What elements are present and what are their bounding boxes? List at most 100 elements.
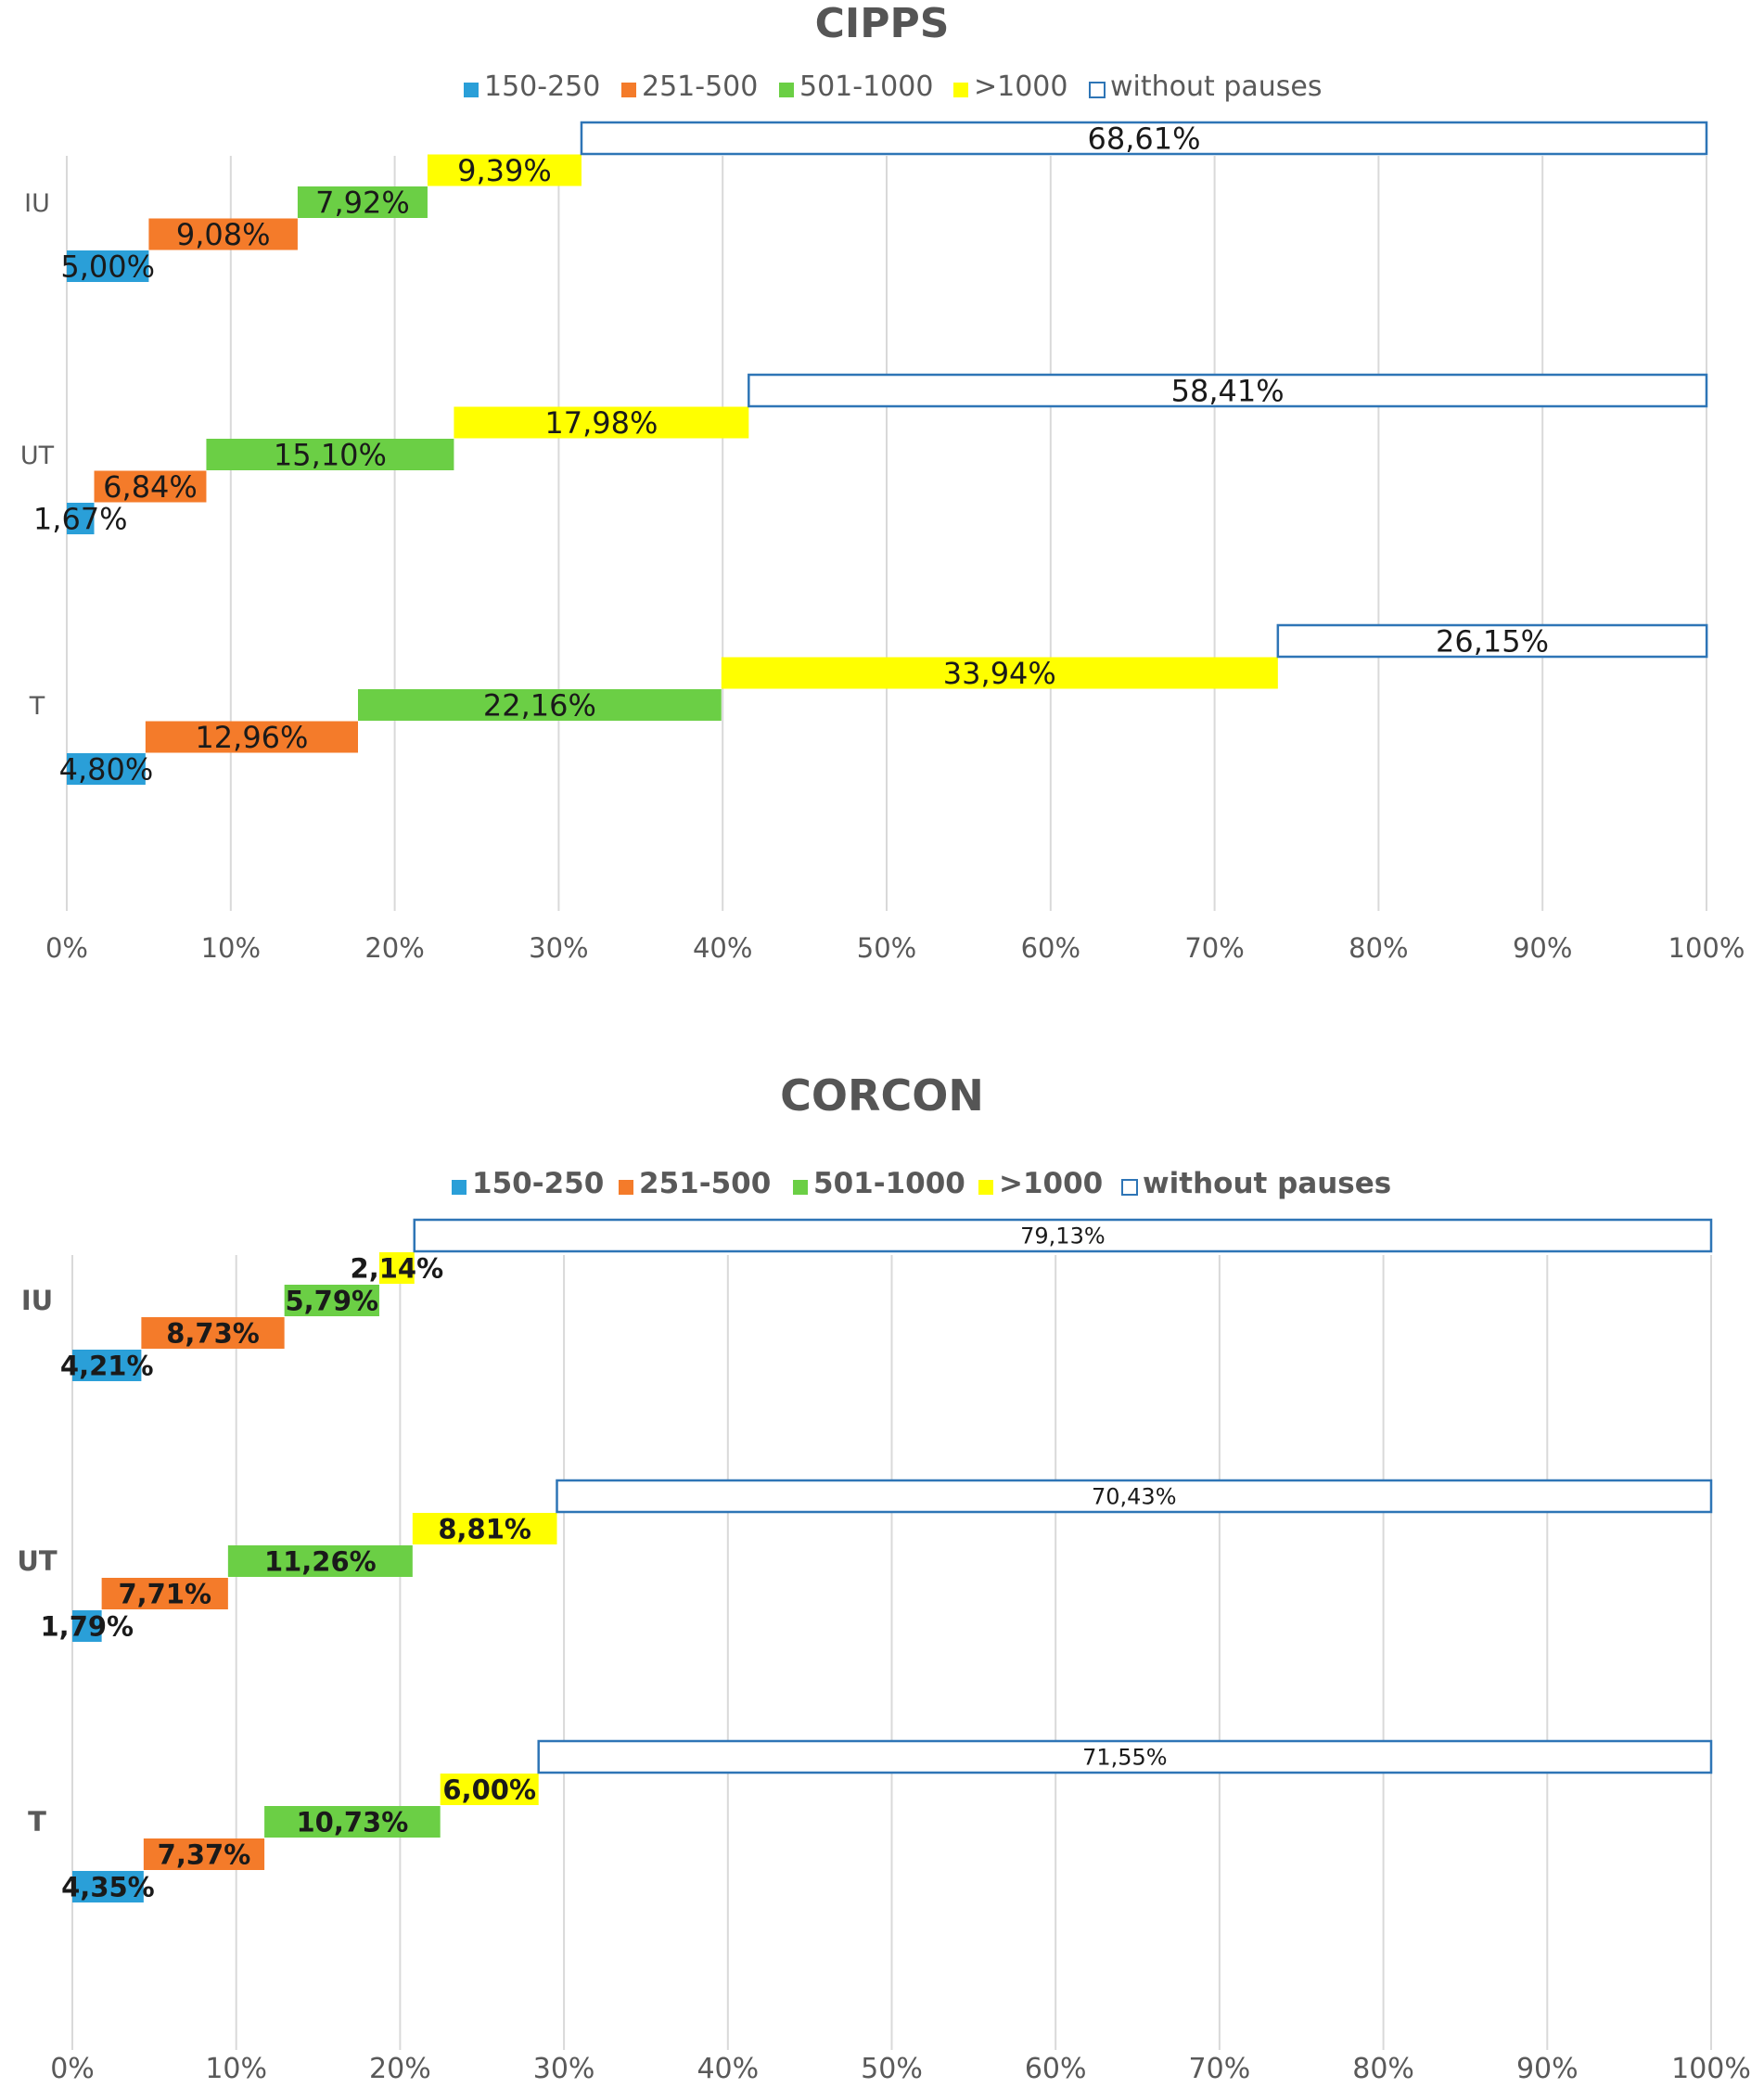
bar-segment (148, 218, 298, 250)
legend-label: 150-250 (484, 70, 600, 103)
legend-label: 150-250 (472, 1167, 604, 1200)
bar-segment (143, 1838, 265, 1870)
legend-swatch (464, 83, 479, 97)
data-label: 12,96% (195, 720, 308, 755)
data-label: 9,39% (457, 153, 552, 188)
x-tick-label: 30% (529, 932, 588, 964)
data-label: 6,00% (442, 1774, 536, 1805)
legend-label: >1000 (999, 1167, 1103, 1200)
bar-segment (357, 689, 722, 721)
data-label: 33,94% (943, 656, 1056, 691)
x-tick-label: 10% (205, 2053, 267, 2085)
data-label: 6,84% (103, 469, 198, 505)
data-label: 7,37% (158, 1838, 251, 1870)
x-tick-label: 0% (50, 2053, 95, 2085)
x-tick-label: 50% (861, 2053, 923, 2085)
data-label: 17,98% (544, 405, 658, 441)
data-label: 2,14% (351, 1252, 444, 1284)
data-label: 22,16% (483, 688, 596, 724)
legend-label: without pauses (1110, 70, 1322, 103)
data-label: 8,81% (438, 1513, 531, 1544)
category-label: UT (20, 442, 55, 470)
chart-title: CORCON (780, 1070, 984, 1121)
bar-segment (67, 503, 95, 534)
x-tick-label: 20% (369, 2053, 431, 2085)
bar-segment (227, 1545, 413, 1577)
x-tick-label: 60% (1021, 932, 1080, 964)
bar-segment (72, 1350, 142, 1381)
x-tick-label: 100% (1668, 932, 1745, 964)
bar-segment (454, 406, 749, 439)
legend-swatch (978, 1180, 993, 1195)
legend-swatch (1089, 82, 1106, 98)
x-tick-label: 90% (1513, 932, 1572, 964)
legend-swatch (1121, 1179, 1138, 1196)
bar-segment (412, 1513, 557, 1544)
legend-label: >1000 (974, 70, 1067, 103)
bar-segment (67, 250, 149, 282)
x-tick-label: 10% (201, 932, 261, 964)
x-tick-label: 80% (1352, 2053, 1414, 2085)
data-label: 58,41% (1171, 374, 1285, 409)
data-label: 4,80% (59, 752, 154, 788)
legend-swatch (779, 83, 794, 97)
x-tick-label: 0% (45, 932, 88, 964)
data-label: 8,73% (166, 1317, 260, 1349)
x-tick-label: 80% (1349, 932, 1408, 964)
bar-segment (101, 1578, 228, 1609)
x-tick-label: 90% (1516, 2053, 1579, 2085)
bar-segment (72, 1610, 102, 1642)
bar-segment (72, 1871, 144, 1902)
x-tick-label: 50% (857, 932, 916, 964)
x-tick-label: 100% (1671, 2053, 1751, 2085)
legend-swatch (793, 1180, 808, 1195)
legend-swatch (452, 1180, 467, 1195)
category-label: IU (24, 189, 50, 218)
data-label: 1,79% (41, 1610, 134, 1642)
bar-segment (94, 470, 207, 503)
bar-segment (141, 1317, 285, 1349)
bar-segment (206, 439, 454, 470)
data-label: 70,43% (1092, 1484, 1177, 1510)
legend-swatch (619, 1180, 633, 1195)
category-label: UT (17, 1545, 58, 1577)
data-label: 4,21% (60, 1350, 154, 1381)
bar-segment (556, 1479, 1713, 1514)
bar-segment (537, 1739, 1713, 1774)
data-label: 4,35% (61, 1871, 155, 1902)
x-tick-label: 70% (1184, 932, 1244, 964)
data-label: 9,08% (176, 217, 271, 252)
bar-segment (297, 186, 428, 218)
data-label: 79,13% (1020, 1223, 1106, 1249)
data-label: 7,92% (315, 186, 410, 221)
legend-label: 251-500 (642, 70, 758, 103)
bar-segment (284, 1285, 379, 1316)
bar-segment (1276, 623, 1708, 659)
data-label: 71,55% (1082, 1745, 1168, 1771)
data-label: 5,00% (60, 250, 155, 285)
x-tick-label: 20% (364, 932, 424, 964)
data-label: 26,15% (1436, 624, 1549, 660)
bar-segment (427, 154, 582, 186)
x-tick-label: 70% (1189, 2053, 1251, 2085)
bar-segment (748, 373, 1708, 408)
chart-title: CIPPS (815, 0, 950, 47)
data-label: 15,10% (274, 438, 387, 473)
data-label: 10,73% (296, 1806, 408, 1838)
legend-swatch (953, 83, 968, 97)
bar-segment (145, 721, 358, 753)
bar-segment (378, 1252, 415, 1284)
bar-segment (413, 1218, 1713, 1253)
bar-segment (264, 1806, 441, 1838)
data-label: 7,71% (118, 1578, 211, 1609)
bar-segment (580, 121, 1708, 156)
x-tick-label: 40% (693, 932, 752, 964)
x-tick-label: 60% (1025, 2053, 1087, 2085)
cipps-chart: 0% 10% 20% 30% 40% 50% 60% 70% 80% 90% 100% CIPPS 15… (20, 0, 1745, 964)
x-tick-label: 30% (533, 2053, 595, 2085)
x-tick-label: 40% (697, 2053, 759, 2085)
legend-label: 251-500 (639, 1167, 771, 1200)
legend-label: 501-1000 (799, 70, 933, 103)
legend-swatch (621, 83, 636, 97)
bar-segment (721, 657, 1278, 689)
